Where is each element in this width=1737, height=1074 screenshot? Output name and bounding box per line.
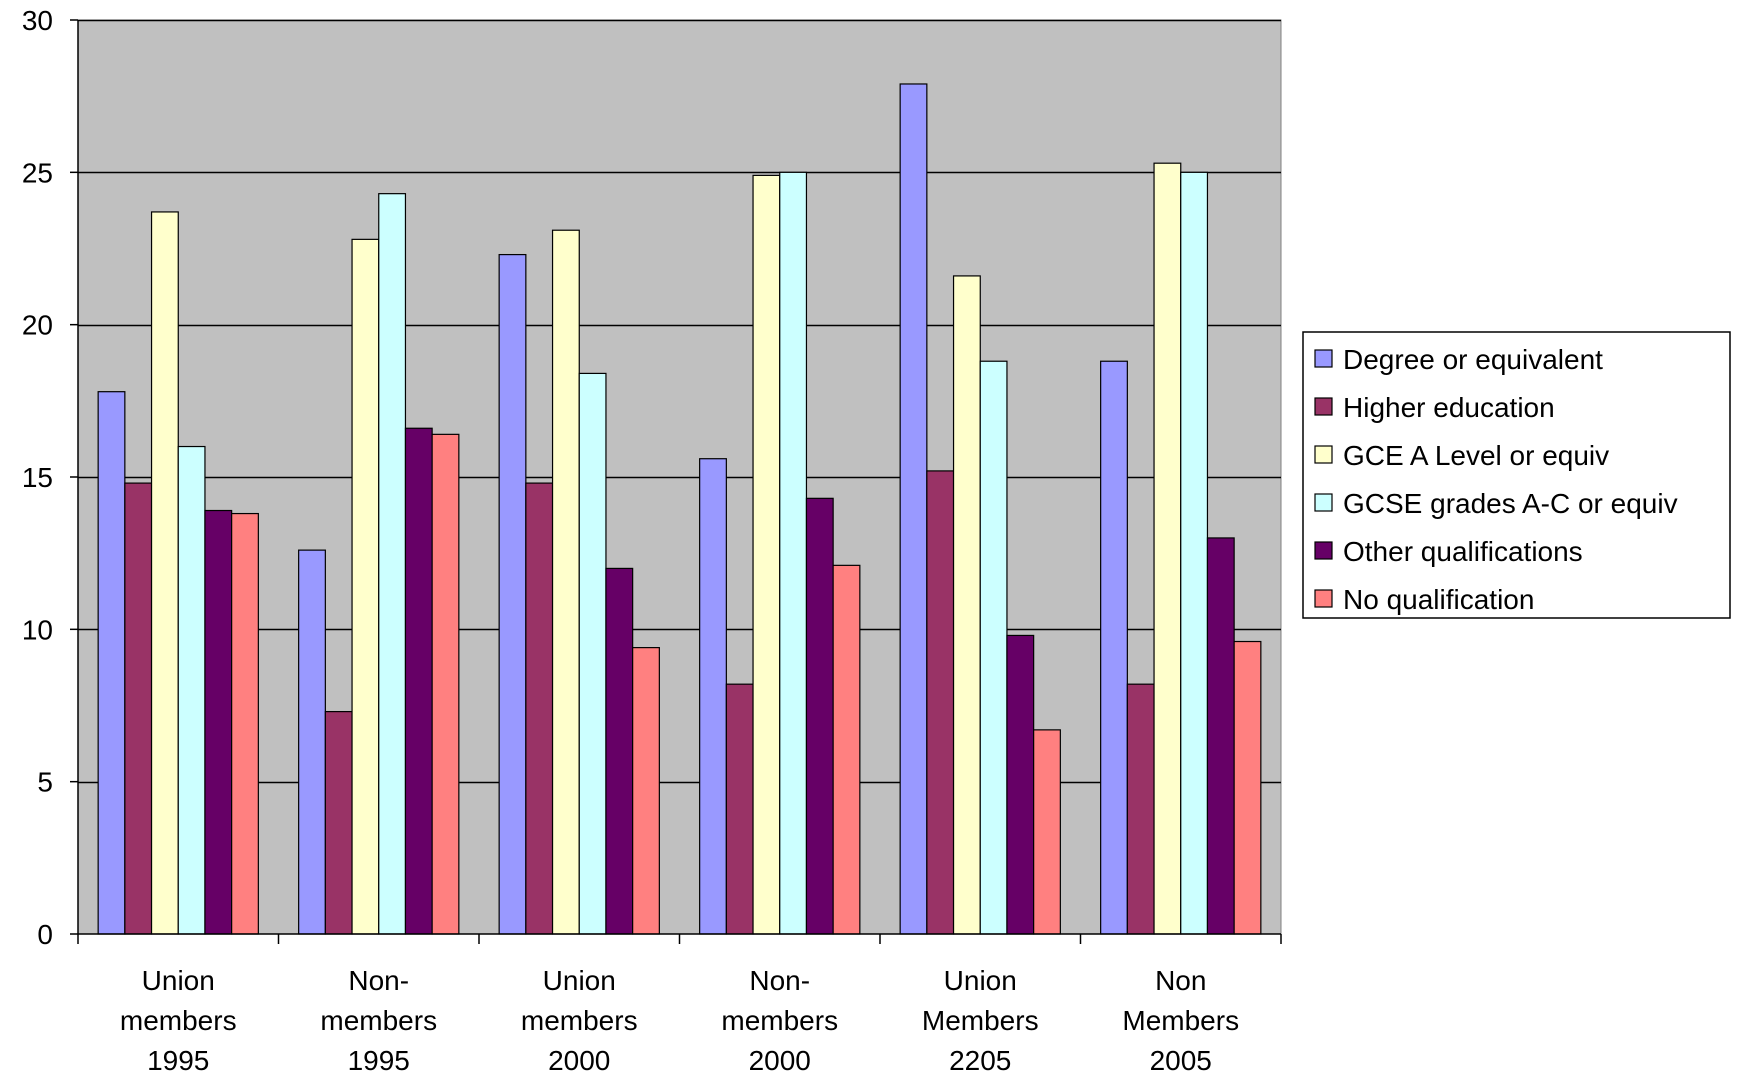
legend-label: Degree or equivalent bbox=[1343, 344, 1603, 375]
bar bbox=[204, 509, 233, 935]
y-tick-labels: 0 5 10 15 20 25 30 bbox=[22, 5, 53, 950]
y-tick-label: 0 bbox=[37, 919, 53, 950]
bar bbox=[1033, 729, 1061, 935]
legend: Degree or equivalent Higher education GCE … bbox=[1302, 331, 1731, 619]
legend-label: No qualification bbox=[1343, 584, 1534, 615]
bar bbox=[779, 171, 808, 935]
legend-label: Higher education bbox=[1343, 392, 1555, 423]
bar bbox=[551, 229, 580, 935]
bar bbox=[1006, 634, 1035, 935]
legend-box bbox=[1302, 331, 1731, 619]
x-tick-label: Union members 2000 bbox=[521, 965, 638, 1074]
bar bbox=[979, 360, 1008, 935]
bar bbox=[1180, 171, 1209, 935]
bar bbox=[404, 427, 433, 935]
bar bbox=[97, 391, 126, 935]
bar bbox=[725, 683, 754, 935]
x-tick-label: Non-members 2000 bbox=[721, 965, 838, 1074]
bar bbox=[1233, 640, 1262, 935]
bar bbox=[351, 238, 380, 935]
bar bbox=[1206, 537, 1235, 935]
legend-label: GCSE grades A-C or equiv bbox=[1343, 488, 1678, 519]
bar bbox=[525, 482, 554, 935]
y-tick-label: 15 bbox=[22, 462, 53, 493]
bar bbox=[1126, 683, 1155, 935]
x-tick-label: Union members 1995 bbox=[120, 965, 237, 1074]
legend-swatch bbox=[1314, 397, 1333, 416]
bar bbox=[378, 193, 407, 935]
legend-swatch bbox=[1314, 445, 1333, 464]
bar bbox=[899, 83, 928, 935]
bar bbox=[699, 458, 727, 935]
bar bbox=[150, 211, 179, 935]
bar bbox=[578, 372, 607, 935]
x-tick-label: Union Members 2205 bbox=[922, 965, 1039, 1074]
bar bbox=[1100, 360, 1128, 935]
y-tick-label: 5 bbox=[37, 767, 53, 798]
x-tick-label: Non Members 2005 bbox=[1122, 965, 1239, 1074]
bar bbox=[498, 253, 527, 935]
legend-swatch bbox=[1314, 541, 1333, 560]
bar bbox=[605, 567, 634, 935]
bars bbox=[97, 83, 1262, 935]
bar bbox=[1153, 162, 1182, 935]
bar bbox=[324, 710, 353, 935]
x-tick-labels: Union members 1995 Non-members 1995 Union memb… bbox=[120, 965, 1239, 1074]
bar bbox=[632, 647, 660, 935]
legend-swatch bbox=[1314, 493, 1333, 512]
x-tick-label: Non-members 1995 bbox=[320, 965, 437, 1074]
gridlines bbox=[78, 19, 1281, 784]
bar bbox=[832, 564, 861, 935]
legend-swatch bbox=[1314, 349, 1333, 368]
y-tick-label: 20 bbox=[22, 310, 53, 341]
bar bbox=[926, 470, 955, 935]
bar bbox=[298, 549, 326, 935]
legend-label: Other qualifications bbox=[1343, 536, 1583, 567]
bar bbox=[752, 174, 781, 935]
bar bbox=[124, 482, 153, 935]
legend-swatch bbox=[1314, 589, 1333, 608]
y-tick-label: 30 bbox=[22, 5, 53, 36]
axes bbox=[70, 19, 1282, 944]
bar bbox=[805, 497, 834, 935]
y-tick-label: 10 bbox=[22, 614, 53, 645]
bar bbox=[431, 433, 460, 935]
bar bbox=[177, 445, 206, 935]
bar bbox=[231, 512, 259, 935]
bar bbox=[952, 275, 981, 935]
legend-label: GCE A Level or equiv bbox=[1343, 440, 1609, 471]
y-tick-label: 25 bbox=[22, 157, 53, 188]
